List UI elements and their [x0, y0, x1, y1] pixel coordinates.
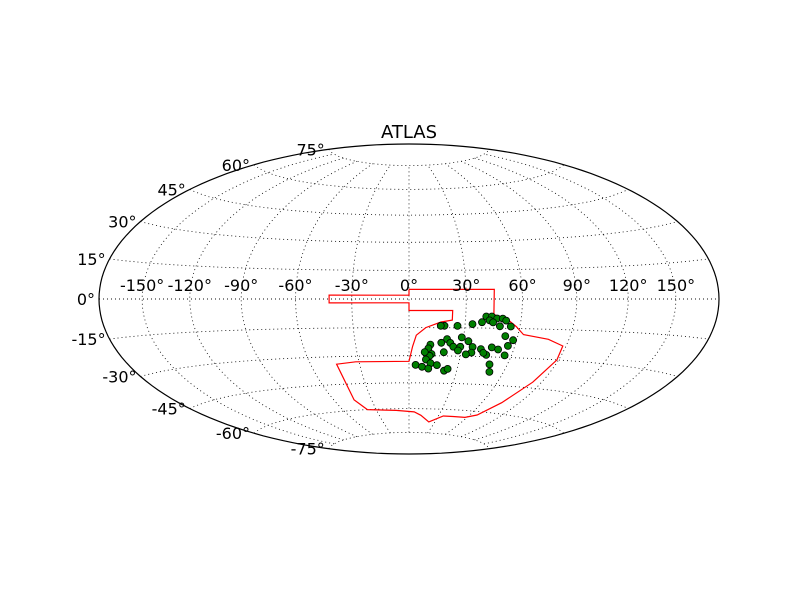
longitude-tick-label: 120°	[609, 276, 648, 295]
longitude-tick-label: -90°	[224, 276, 258, 295]
parallel-line	[109, 327, 709, 340]
chart-title: ATLAS	[381, 122, 437, 143]
data-point	[436, 321, 445, 330]
data-point	[485, 367, 494, 376]
data-point	[439, 348, 448, 357]
latitude-tick-label: -60°	[216, 424, 250, 443]
parallel-line	[253, 164, 565, 190]
data-point	[503, 341, 512, 350]
longitude-tick-label: 150°	[657, 276, 696, 295]
data-point	[500, 351, 509, 360]
data-point	[420, 348, 429, 357]
latitude-labels: 75° 60° 45° 30°15° 0° -15° -30° -45° -60° -75°	[71, 140, 324, 458]
data-point	[437, 338, 446, 347]
data-point	[424, 364, 433, 373]
data-point	[461, 350, 470, 359]
data-point	[502, 316, 511, 325]
data-point	[485, 360, 494, 369]
meridian-line	[474, 157, 629, 441]
data-point	[478, 318, 486, 327]
latitude-tick-label: 0°	[77, 290, 95, 309]
latitude-tick-label: -30°	[102, 368, 136, 387]
meridian-line	[461, 160, 578, 438]
data-point	[432, 361, 441, 370]
longitude-tick-label: -60°	[278, 276, 312, 295]
latitude-tick-label: 15°	[77, 250, 105, 269]
meridian-line	[351, 164, 391, 434]
parallel-line	[189, 189, 629, 216]
longitude-tick-label: 60°	[508, 276, 536, 295]
longitude-labels: -150° -120° -90° -60° -30° 0° 30° 60° 90° 120° 150…	[120, 276, 695, 295]
survey-footprint	[328, 288, 564, 423]
data-point	[479, 348, 488, 357]
latitude-tick-label: 75°	[296, 140, 324, 159]
data-point	[464, 337, 473, 346]
data-point	[468, 320, 477, 329]
object-points	[411, 312, 517, 376]
data-point	[411, 360, 420, 369]
parallel-line	[140, 355, 678, 377]
meridian-line	[189, 157, 344, 441]
data-point	[457, 333, 466, 342]
meridian-line	[427, 164, 467, 434]
latitude-tick-label: -15°	[71, 330, 105, 349]
data-point	[494, 345, 503, 354]
longitude-tick-label: -120°	[168, 276, 212, 295]
latitude-tick-label: -45°	[152, 400, 186, 419]
meridian-line	[240, 160, 357, 438]
longitude-tick-label: -30°	[335, 276, 369, 295]
longitude-tick-label: 90°	[563, 276, 591, 295]
data-point	[418, 362, 426, 371]
latitude-tick-label: 45°	[157, 180, 185, 199]
data-point	[495, 322, 504, 331]
latitude-tick-label: 30°	[108, 213, 136, 232]
data-point	[453, 346, 462, 355]
map-frame	[98, 143, 720, 455]
data-point	[501, 332, 510, 341]
latitude-tick-label: 60°	[222, 156, 250, 175]
latitude-tick-label: -75°	[291, 440, 325, 459]
data-point	[506, 322, 515, 331]
longitude-tick-label: -150°	[120, 276, 164, 295]
graticule	[99, 149, 719, 449]
longitude-tick-label: 0°	[400, 276, 418, 295]
parallel-line	[109, 258, 709, 271]
data-point	[489, 318, 498, 327]
data-point	[509, 336, 517, 345]
longitude-tick-label: 30°	[452, 276, 480, 295]
data-point	[453, 321, 462, 330]
data-point	[443, 364, 452, 373]
parallel-line	[140, 221, 678, 243]
